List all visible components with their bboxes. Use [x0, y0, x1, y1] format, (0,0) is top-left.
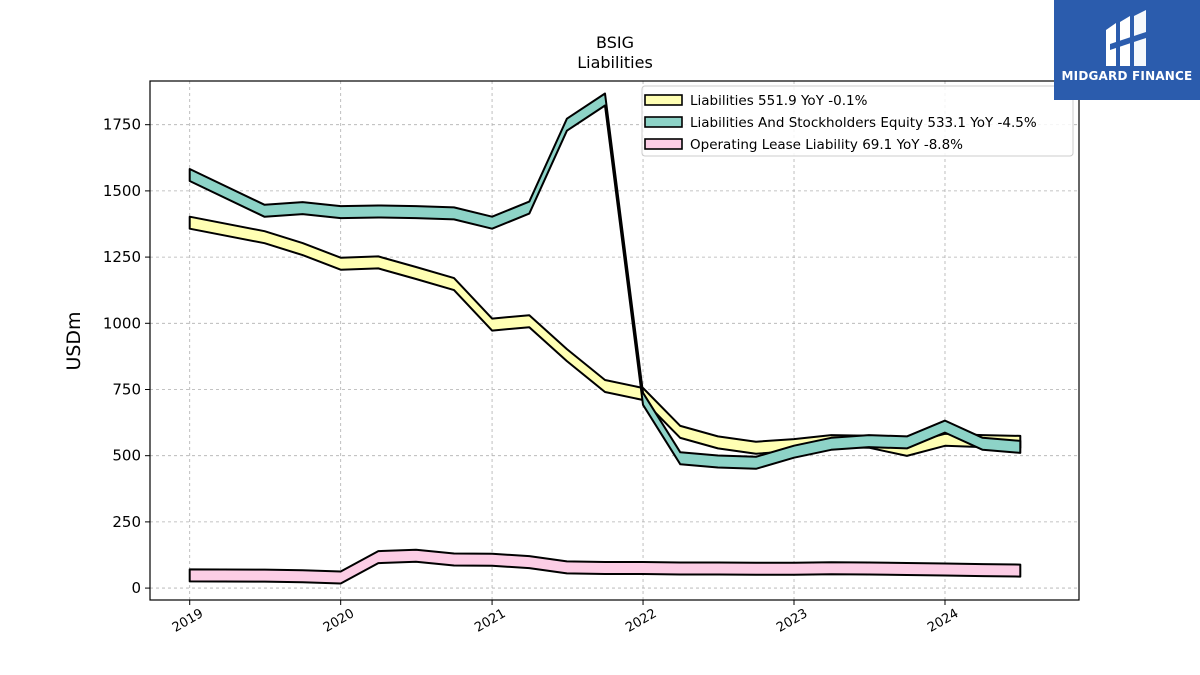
legend: Liabilities 551.9 YoY -0.1% Liabilities A…: [641, 85, 1074, 157]
data-point: [189, 574, 191, 576]
legend-box: [641, 85, 1074, 157]
series-operating-lease-liability: [188, 548, 1022, 585]
data-point: [604, 385, 606, 387]
series-lines: [188, 92, 1022, 585]
data-point: [755, 568, 757, 570]
x-tick-label: 2020: [321, 606, 357, 636]
data-point: [868, 440, 870, 442]
data-point: [453, 559, 455, 561]
legend-label: Operating Lease Liability 69.1 YoY -8.8%: [690, 137, 963, 153]
data-point: [264, 236, 266, 238]
data-point: [906, 568, 908, 570]
data-point: [453, 212, 455, 214]
legend-swatch: [644, 116, 683, 128]
y-tick-label: 1750: [103, 116, 141, 134]
data-point: [453, 283, 455, 285]
data-point: [302, 207, 304, 209]
data-point: [528, 561, 530, 563]
grid-lines: [150, 81, 1079, 600]
data-point: [1019, 570, 1021, 572]
x-tick-label: 2019: [170, 606, 206, 636]
data-point: [377, 211, 379, 213]
data-point: [491, 222, 493, 224]
brand-name: MIDGARD FINANCE: [1061, 69, 1193, 83]
data-point: [604, 567, 606, 569]
data-point: [264, 575, 266, 577]
legend-swatch: [644, 138, 683, 150]
data-point: [1019, 446, 1021, 448]
data-point: [377, 261, 379, 263]
y-tick-label: 1250: [103, 248, 141, 266]
data-point: [717, 461, 719, 463]
chart-subtitle: Liabilities: [577, 53, 653, 72]
data-point: [528, 207, 530, 209]
data-point: [302, 575, 304, 577]
data-point: [830, 567, 832, 569]
data-point: [755, 447, 757, 449]
data-point: [189, 174, 191, 176]
data-point: [528, 320, 530, 322]
y-tick-label: 1500: [103, 182, 141, 200]
series-band: [188, 215, 1022, 457]
y-axis-label: USDm: [63, 311, 85, 370]
data-point: [491, 559, 493, 561]
series-band: [188, 548, 1022, 585]
x-tick-label: 2024: [925, 606, 961, 636]
y-tick-label: 750: [112, 380, 141, 398]
data-point: [491, 324, 493, 326]
chart-title: BSIG: [596, 33, 634, 52]
data-point: [566, 124, 568, 126]
data-point: [982, 569, 984, 571]
legend-label: Liabilities And Stockholders Equity 533.…: [690, 115, 1037, 131]
data-point: [340, 263, 342, 265]
data-point: [302, 248, 304, 250]
data-point: [982, 443, 984, 445]
plot-area-frame: [149, 80, 1080, 601]
y-axis: 0 250 500 750 1000 1250 1500 1750: [103, 116, 150, 597]
data-point: [566, 354, 568, 356]
data-point: [340, 211, 342, 213]
brand-logo: MIDGARD FINANCE: [1054, 0, 1200, 100]
series-liabilities: [188, 215, 1022, 457]
x-tick-label: 2022: [623, 606, 659, 636]
data-point: [679, 457, 681, 459]
data-point: [793, 451, 795, 453]
data-point: [189, 222, 191, 224]
data-point: [642, 567, 644, 569]
data-point: [340, 577, 342, 579]
y-tick-label: 0: [131, 579, 141, 597]
legend-label: Liabilities 551.9 YoY -0.1%: [690, 93, 868, 109]
y-tick-label: 1000: [103, 314, 141, 332]
data-point: [679, 568, 681, 570]
brand-mark-icon: [1106, 10, 1146, 66]
data-point: [679, 431, 681, 433]
data-point: [264, 210, 266, 212]
data-point: [415, 272, 417, 274]
data-point: [415, 555, 417, 557]
data-point: [717, 441, 719, 443]
x-tick-label: 2023: [774, 606, 810, 636]
data-point: [944, 569, 946, 571]
data-point: [604, 99, 606, 101]
data-point: [830, 443, 832, 445]
x-axis: 2019 2020 2021 2022 2023 2024: [170, 600, 961, 636]
data-point: [642, 398, 644, 400]
data-point: [755, 462, 757, 464]
data-point: [415, 211, 417, 213]
data-point: [793, 568, 795, 570]
series-liabilities-and-stockholders-equity: [188, 92, 1022, 470]
x-tick-label: 2021: [472, 606, 508, 636]
legend-swatch: [644, 94, 683, 106]
y-tick-label: 500: [112, 447, 141, 465]
data-point: [566, 566, 568, 568]
data-point: [868, 568, 870, 570]
data-point: [944, 439, 946, 441]
series-band: [188, 92, 1022, 470]
y-tick-label: 250: [112, 513, 141, 531]
data-point: [944, 426, 946, 428]
data-point: [906, 441, 908, 443]
data-point: [717, 568, 719, 570]
data-point: [377, 556, 379, 558]
